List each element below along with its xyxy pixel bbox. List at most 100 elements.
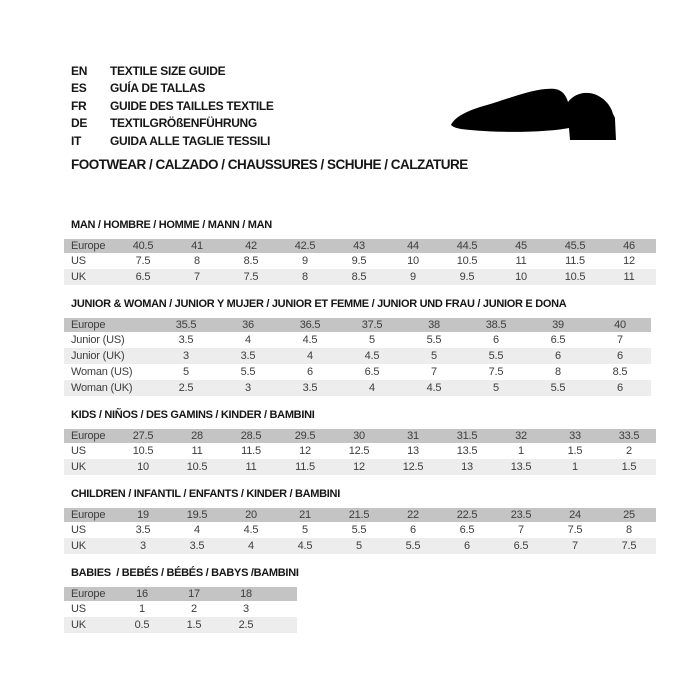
size-value-cell: 18 <box>220 587 272 601</box>
size-value-cell: 8 <box>602 522 656 538</box>
language-label: GUÍA DE TALLAS <box>110 81 206 96</box>
size-value-cell: 38 <box>403 318 465 332</box>
size-value-cell: 11.5 <box>278 459 332 475</box>
table-header-row: Europe 27.5 28 28.5 29.5 30 31 31.5 32 33 33.5 <box>64 429 656 443</box>
size-value-cell: 45 <box>494 239 548 253</box>
size-value-cell: 22 <box>386 508 440 522</box>
size-table-title: MAN / HOMBRE / HOMME / MANN / MAN <box>71 219 272 231</box>
size-value-cell: 7.5 <box>224 269 278 285</box>
table-row: UK 10 10.5 11 11.5 12 12.5 13 13.5 1 1.5 <box>64 459 656 475</box>
size-value-cell: 10 <box>494 269 548 285</box>
language-code: DE <box>71 116 88 131</box>
size-value-cell: 4 <box>279 348 341 364</box>
size-value-cell: 12 <box>602 253 656 269</box>
size-value-cell: 27.5 <box>116 429 170 443</box>
size-table: Europe 19 19.5 20 21 21.5 22 22.5 23.5 24 25 US 3.5 4… <box>64 508 656 554</box>
size-value-cell: 33.5 <box>602 429 656 443</box>
size-value-cell: 12.5 <box>386 459 440 475</box>
size-value-cell: 16 <box>116 587 168 601</box>
size-value-cell: 4 <box>217 332 279 348</box>
table-row: US 10.5 11 11.5 12 12.5 13 13.5 1 1.5 2 <box>64 443 656 459</box>
size-value-cell: 8.5 <box>224 253 278 269</box>
language-code: EN <box>71 63 88 78</box>
row-label-cell: Junior (UK) <box>64 348 155 364</box>
size-value-cell: 5.5 <box>386 538 440 554</box>
size-table-title: BABIES / BEBÉS / BÉBÉS / BABYS /BAMBINI <box>71 567 299 579</box>
size-value-cell: 28 <box>170 429 224 443</box>
size-value-cell: 23.5 <box>494 508 548 522</box>
size-value-cell: 4.5 <box>224 522 278 538</box>
size-value-cell: 21 <box>278 508 332 522</box>
size-value-cell: 9.5 <box>332 253 386 269</box>
size-value-cell: 6.5 <box>341 364 403 380</box>
row-label-cell: Europe <box>64 429 116 443</box>
table-row: UK 6.5 7 7.5 8 8.5 9 9.5 10 10.5 11 <box>64 269 656 285</box>
size-value-cell: 6.5 <box>440 522 494 538</box>
size-value-cell: 10.5 <box>116 443 170 459</box>
size-value-cell: 4 <box>170 522 224 538</box>
size-value-cell: 3.5 <box>279 380 341 396</box>
size-value-cell: 42.5 <box>278 239 332 253</box>
size-value-cell: 3.5 <box>217 348 279 364</box>
size-value-cell: 5.5 <box>465 348 527 364</box>
size-value-cell: 0.5 <box>116 617 168 633</box>
size-value-cell: 1 <box>494 443 548 459</box>
size-value-cell: 3.5 <box>170 538 224 554</box>
size-value-cell: 19 <box>116 508 170 522</box>
row-label-cell: US <box>64 253 116 269</box>
row-label-cell: UK <box>64 459 116 475</box>
size-value-cell: 4 <box>341 380 403 396</box>
size-value-cell: 40.5 <box>116 239 170 253</box>
size-value-cell: 11 <box>170 443 224 459</box>
size-value-cell: 6 <box>589 380 651 396</box>
size-value-cell: 6 <box>440 538 494 554</box>
row-label-cell: US <box>64 443 116 459</box>
size-value-cell: 43 <box>332 239 386 253</box>
size-value-cell: 7 <box>170 269 224 285</box>
size-value-cell: 36 <box>217 318 279 332</box>
size-value-cell: 6 <box>589 348 651 364</box>
row-label-cell: Woman (US) <box>64 364 155 380</box>
size-value-cell: 1.5 <box>168 617 220 633</box>
size-value-cell: 3.5 <box>116 522 170 538</box>
size-value-cell: 5.5 <box>332 522 386 538</box>
size-value-cell: 31.5 <box>440 429 494 443</box>
size-value-cell: 37.5 <box>341 318 403 332</box>
size-value-cell: 29.5 <box>278 429 332 443</box>
size-value-cell: 11 <box>494 253 548 269</box>
size-value-cell: 28.5 <box>224 429 278 443</box>
row-label-cell: Europe <box>64 508 116 522</box>
size-value-cell: 33 <box>548 429 602 443</box>
size-value-cell: 5 <box>403 348 465 364</box>
row-label-cell: UK <box>64 617 116 633</box>
size-table: Europe 16 17 18 US 1 2 3 UK 0.5 1.5 2.5 <box>64 587 297 633</box>
size-value-cell: 5 <box>341 332 403 348</box>
size-value-cell: 1.5 <box>548 443 602 459</box>
size-value-cell: 9 <box>386 269 440 285</box>
table-row: Woman (UK) 2.5 3 3.5 4 4.5 5 5.5 6 <box>64 380 651 396</box>
size-value-cell: 11.5 <box>548 253 602 269</box>
row-label-cell: Europe <box>64 587 116 601</box>
category-heading: FOOTWEAR / CALZADO / CHAUSSURES / SCHUHE… <box>71 157 468 172</box>
size-value-cell: 4.5 <box>278 538 332 554</box>
size-value-cell: 7.5 <box>465 364 527 380</box>
size-value-cell: 5.5 <box>403 332 465 348</box>
row-label-cell: US <box>64 522 116 538</box>
size-value-cell: 7 <box>548 538 602 554</box>
language-label: TEXTILE SIZE GUIDE <box>110 63 226 78</box>
size-value-cell: 3 <box>220 601 272 617</box>
language-row: EN TEXTILE SIZE GUIDE <box>71 62 274 80</box>
size-value-cell: 41 <box>170 239 224 253</box>
language-row: FR GUIDE DES TAILLES TEXTILE <box>71 97 274 115</box>
size-value-cell: 2 <box>602 443 656 459</box>
table-header-row: Europe 35.5 36 36.5 37.5 38 38.5 39 40 <box>64 318 651 332</box>
size-value-cell: 8.5 <box>332 269 386 285</box>
size-value-cell: 4.5 <box>341 348 403 364</box>
size-value-cell: 46 <box>602 239 656 253</box>
size-value-cell: 17 <box>168 587 220 601</box>
size-value-cell: 42 <box>224 239 278 253</box>
table-row: Junior (UK) 3 3.5 4 4.5 5 5.5 6 6 <box>64 348 651 364</box>
size-value-cell: 7 <box>589 332 651 348</box>
size-value-cell: 8.5 <box>589 364 651 380</box>
size-value-cell: 12 <box>332 459 386 475</box>
